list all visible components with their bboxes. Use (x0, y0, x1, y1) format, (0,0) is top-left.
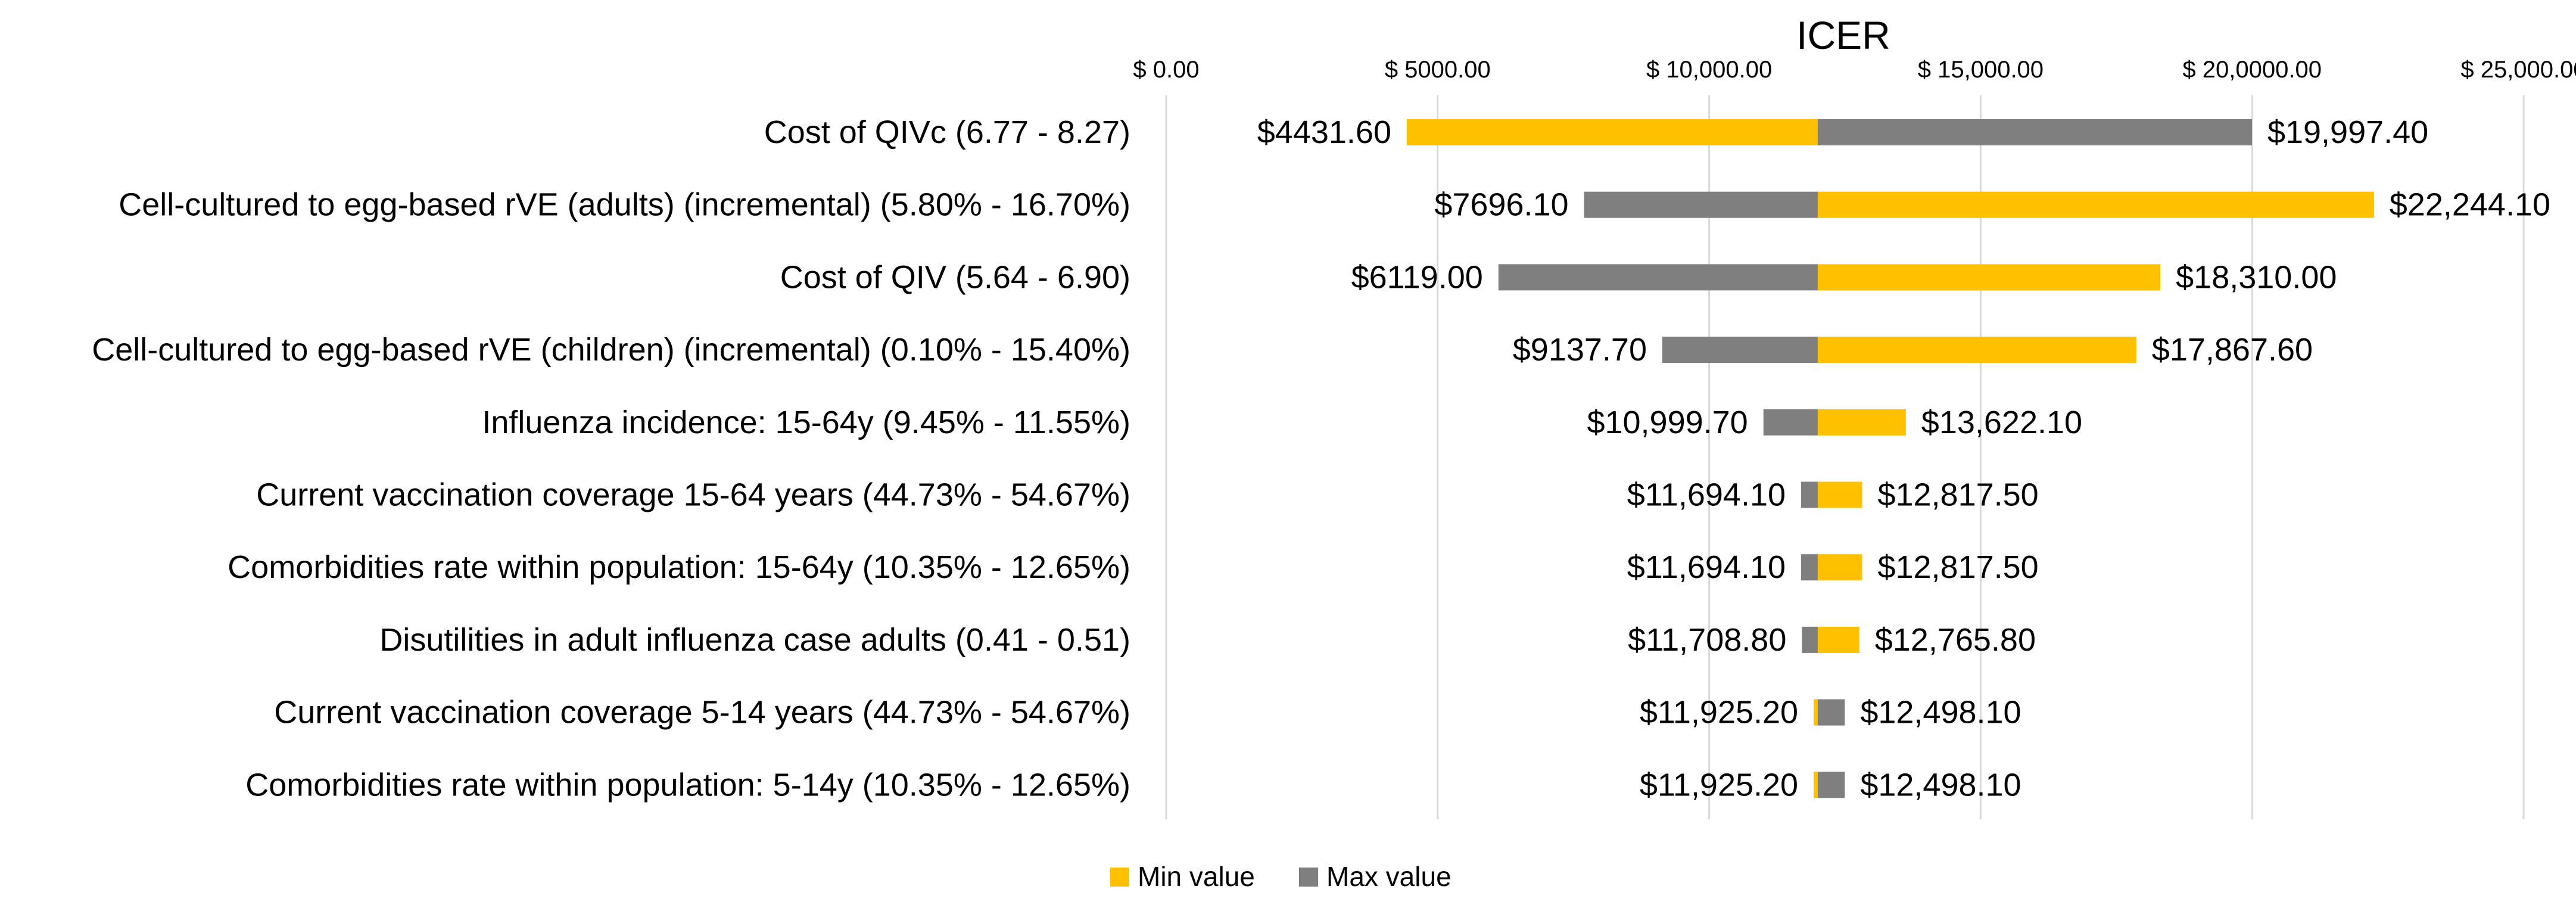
category-label: Cost of QIVc (6.77 - 8.27) (764, 114, 1130, 150)
data-label-min: $17,867.60 (2152, 332, 2313, 368)
data-label-min: $12,817.50 (1877, 477, 2038, 513)
data-label-min: $11,925.20 (1640, 695, 1798, 730)
data-label-max: $9137.70 (1513, 332, 1647, 368)
bar-max-value (1817, 699, 1845, 726)
data-label-max: $12,498.10 (1860, 695, 2021, 730)
bar-max-value (1817, 119, 2252, 145)
legend-max-label: Max value (1326, 861, 1451, 892)
category-label: Cell-cultured to egg-based rVE (adults) … (119, 187, 1130, 223)
data-label-max: $7696.10 (1434, 187, 1568, 223)
data-label-max: $11,708.80 (1628, 622, 1786, 658)
x-tick-label: $ 0.00 (1133, 57, 1199, 83)
data-labels: $4431.60 $19,997.40 $22,244.10 $7696.10 $18,… (1257, 114, 2550, 803)
category-label: Comorbidities rate within population: 5-… (245, 767, 1130, 803)
x-tick-label: $ 15,000.00 (1918, 57, 2044, 83)
bar-min-value (1817, 337, 2136, 363)
data-label-max: $11,694.10 (1627, 549, 1786, 585)
data-label-max: $10,999.70 (1587, 405, 1748, 440)
bar-max-value (1584, 191, 1818, 218)
bars (1406, 119, 2374, 798)
bar-min-value (1817, 191, 2374, 218)
bar-min-value (1817, 481, 1862, 508)
bar-max-value (1802, 626, 1818, 653)
category-label: Comorbidities rate within population: 15… (228, 549, 1130, 585)
x-axis-ticks: $ 0.00 $ 5000.00 $ 10,000.00 $ 15,000.00 $ 2… (1133, 57, 2576, 83)
data-label-min: $22,244.10 (2390, 187, 2550, 223)
data-label-min: $4431.60 (1257, 114, 1391, 150)
category-label: Current vaccination coverage 15-64 years… (256, 477, 1130, 513)
data-label-max: $6119.00 (1351, 259, 1483, 295)
bar-min-value (1817, 409, 1906, 436)
bar-min-value (1814, 699, 1818, 726)
data-label-max: $19,997.40 (2267, 114, 2428, 150)
bar-min-value (1817, 264, 2161, 291)
category-label: Influenza incidence: 15-64y (9.45% - 11.… (482, 405, 1130, 440)
bar-max-value (1801, 481, 1818, 508)
chart-title: ICER (1796, 13, 1890, 57)
bar-max-value (1662, 337, 1818, 363)
legend-min-label: Min value (1138, 861, 1255, 892)
bar-min-value (1817, 554, 1862, 581)
bar-max-value (1817, 772, 1845, 798)
data-label-min: $13,622.10 (1921, 405, 2082, 440)
bar-max-value (1763, 409, 1818, 436)
category-label: Current vaccination coverage 5-14 years … (274, 695, 1130, 730)
data-label-min: $12,765.80 (1875, 622, 2036, 658)
bar-min-value (1817, 626, 1859, 653)
bar-max-value (1801, 554, 1818, 581)
x-tick-label: $ 25,000.00 (2460, 57, 2576, 83)
category-labels: Cost of QIVc (6.77 - 8.27) Cell-cultured … (92, 114, 1130, 803)
x-tick-label: $ 10,000.00 (1646, 57, 1772, 83)
category-label: Disutilities in adult influenza case adu… (379, 622, 1130, 658)
data-label-max: $11,694.10 (1627, 477, 1786, 513)
bar-min-value (1406, 119, 1818, 145)
data-label-min: $11,925.20 (1640, 767, 1798, 803)
legend-max-swatch (1299, 868, 1318, 887)
bar-max-value (1498, 264, 1818, 291)
bar-min-value (1814, 772, 1818, 798)
x-tick-label: $ 20,0000.00 (2182, 57, 2322, 83)
legend-min-swatch (1110, 868, 1129, 887)
data-label-min: $12,817.50 (1877, 549, 2038, 585)
category-label: Cell-cultured to egg-based rVE (children… (92, 332, 1130, 368)
legend: Min value Max value (1110, 861, 1451, 892)
category-label: Cost of QIV (5.64 - 6.90) (780, 259, 1130, 295)
data-label-max: $12,498.10 (1860, 767, 2021, 803)
data-label-min: $18,310.00 (2176, 259, 2337, 295)
x-tick-label: $ 5000.00 (1385, 57, 1491, 83)
